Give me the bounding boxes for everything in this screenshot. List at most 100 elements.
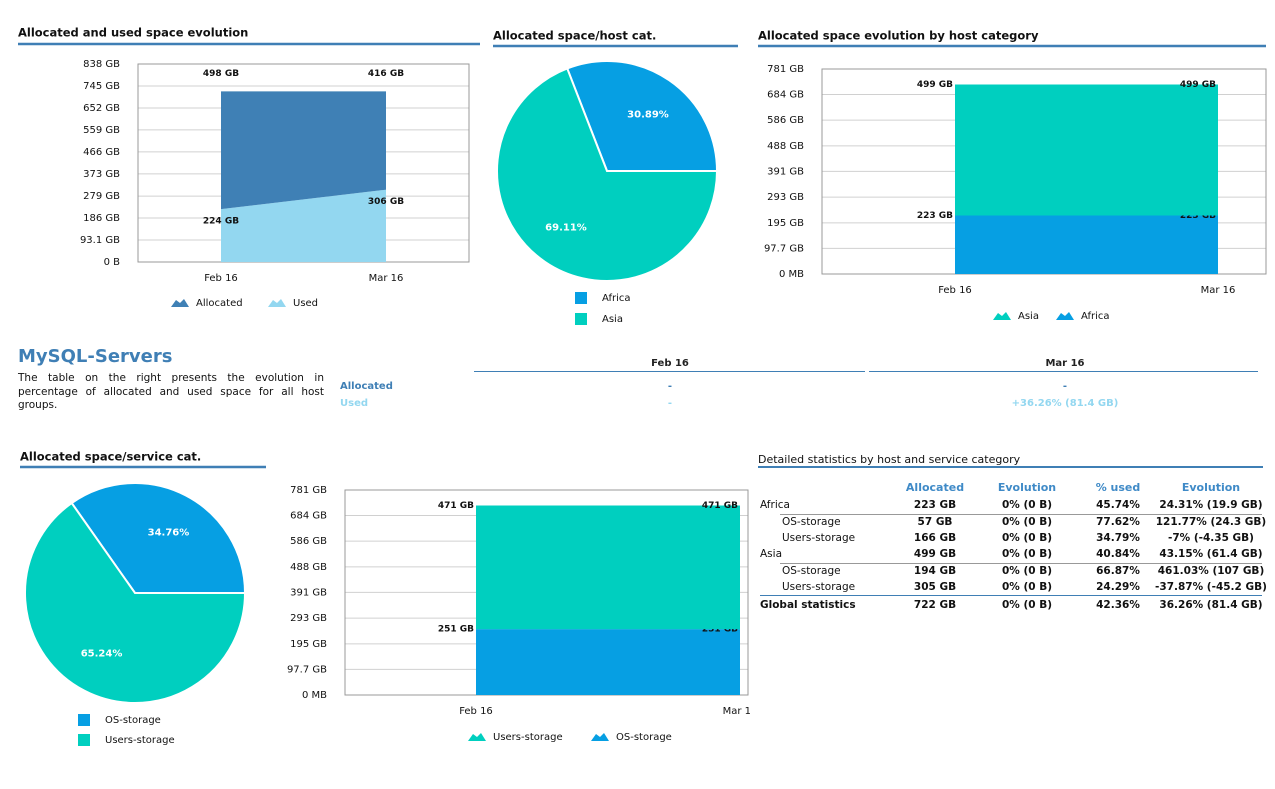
area: [955, 84, 1218, 216]
y-tick-label: 559 GB: [83, 125, 120, 136]
area-chart: Allocated space evolution by service cat…: [287, 485, 758, 743]
x-tick-label: Feb 16: [204, 273, 238, 284]
cell: 57 GB: [917, 516, 953, 528]
row-label: Asia: [760, 548, 783, 560]
legend-icon: [1056, 312, 1074, 320]
row-label: Allocated: [340, 381, 393, 392]
chart-title: Allocated and used space evolution: [18, 26, 248, 40]
cell: 0% (0 B): [1001, 499, 1053, 511]
slice-label: 65.24%: [81, 649, 123, 660]
column-underline: [869, 371, 1258, 372]
cell: 461.03% (107 GB): [1157, 565, 1265, 577]
y-tick-label: 391 GB: [290, 587, 327, 598]
data-label: 499 GB: [917, 80, 953, 90]
cell: 722 GB: [913, 599, 957, 611]
cell: -: [1062, 381, 1068, 392]
data-label: 306 GB: [368, 197, 404, 207]
column-header: Evolution: [997, 481, 1057, 494]
legend-icon: [171, 299, 189, 307]
cell: -: [667, 398, 673, 409]
legend-label: Used: [293, 298, 318, 309]
y-tick-label: 186 GB: [83, 213, 120, 224]
area-chart: Allocated and used space evolution 0 B 93.…: [18, 26, 480, 309]
y-tick-label: 391 GB: [767, 166, 804, 177]
data-label: 471 GB: [702, 501, 738, 511]
y-tick-label: 97.7 GB: [287, 664, 327, 675]
x-tick-label: Mar 16: [723, 706, 758, 717]
y-tick-label: 652 GB: [83, 103, 120, 114]
data-label: 251 GB: [438, 625, 474, 635]
y-tick-label: 0 B: [104, 257, 121, 268]
data-label: 498 GB: [203, 69, 239, 79]
column-header: Feb 16: [651, 358, 689, 369]
legend-swatch: [78, 734, 90, 746]
row-label: OS-storage: [782, 565, 841, 577]
column-header: % used: [1095, 481, 1141, 494]
chart-title: Allocated space/host cat.: [493, 29, 656, 43]
area: [476, 629, 740, 695]
cell: 40.84%: [1096, 548, 1140, 560]
pie-slice: [70, 482, 247, 594]
legend-swatch: [575, 292, 587, 304]
y-tick-label: 488 GB: [290, 562, 327, 573]
area-chart: Allocated space evolution by host catego…: [758, 29, 1267, 322]
data-label: 499 GB: [1180, 80, 1216, 90]
cell: 66.87%: [1096, 565, 1140, 577]
section-description: The table on the right presents the evol…: [18, 372, 324, 411]
y-tick-label: 93.1 GB: [80, 235, 120, 246]
y-tick-label: 684 GB: [290, 510, 327, 521]
cell: 24.31% (19.9 GB): [1159, 499, 1263, 511]
column-header: Allocated: [905, 481, 965, 494]
row-divider: [780, 514, 1262, 515]
data-label: 471 GB: [438, 501, 474, 511]
cell: 0% (0 B): [1001, 599, 1053, 611]
pie-chart: Allocated space/service cat. 34.76% OS-sto…: [20, 450, 266, 746]
chart-title: Allocated space evolution by host catego…: [758, 29, 1039, 43]
y-tick-label: 97.7 GB: [764, 243, 804, 254]
total-divider: [760, 595, 1262, 596]
legend-label: OS-storage: [105, 715, 161, 726]
row-label: Global statistics: [760, 599, 856, 611]
cell: 121.77% (24.3 GB): [1155, 516, 1267, 528]
cell: 499 GB: [913, 548, 957, 560]
cell: +36.26% (81.4 GB): [1011, 398, 1119, 409]
area: [476, 505, 740, 630]
cell: 0% (0 B): [1001, 581, 1053, 593]
row-label: Africa: [760, 499, 790, 511]
row-label: OS-storage: [782, 516, 841, 528]
y-tick-label: 838 GB: [83, 59, 120, 70]
legend-icon: [591, 733, 609, 741]
data-label: 223 GB: [917, 211, 953, 221]
y-tick-label: 195 GB: [767, 218, 804, 229]
cell: 305 GB: [913, 581, 957, 593]
cell: 24.29%: [1096, 581, 1140, 593]
y-tick-label: 0 MB: [779, 269, 804, 280]
legend-label: Users-storage: [105, 735, 175, 746]
x-tick-label: Mar 16: [1201, 285, 1236, 296]
cell: 34.79%: [1096, 532, 1140, 544]
section-title: MySQL-Servers: [18, 346, 173, 367]
legend-swatch: [575, 313, 587, 325]
data-label: 251 GB: [702, 625, 738, 635]
cell: 36.26% (81.4 GB): [1159, 599, 1263, 611]
legend-label: Allocated: [196, 298, 243, 309]
legend-label: Users-storage: [493, 732, 563, 743]
cell: 42.36%: [1096, 599, 1140, 611]
cell: -: [667, 381, 673, 392]
pie-slice: [496, 67, 719, 282]
legend-label: Asia: [602, 314, 623, 325]
legend-swatch: [78, 714, 90, 726]
y-tick-label: 466 GB: [83, 147, 120, 158]
legend-label: OS-storage: [616, 732, 672, 743]
y-tick-label: 373 GB: [83, 169, 120, 180]
pie-slice: [565, 60, 719, 172]
cell: 0% (0 B): [1001, 548, 1053, 560]
y-tick-label: 195 GB: [290, 639, 327, 650]
legend-label: Africa: [602, 293, 631, 304]
row-divider: [780, 563, 1262, 564]
data-label: 224 GB: [203, 217, 239, 227]
cell: 0% (0 B): [1001, 516, 1053, 528]
x-tick-label: Mar 16: [369, 273, 404, 284]
